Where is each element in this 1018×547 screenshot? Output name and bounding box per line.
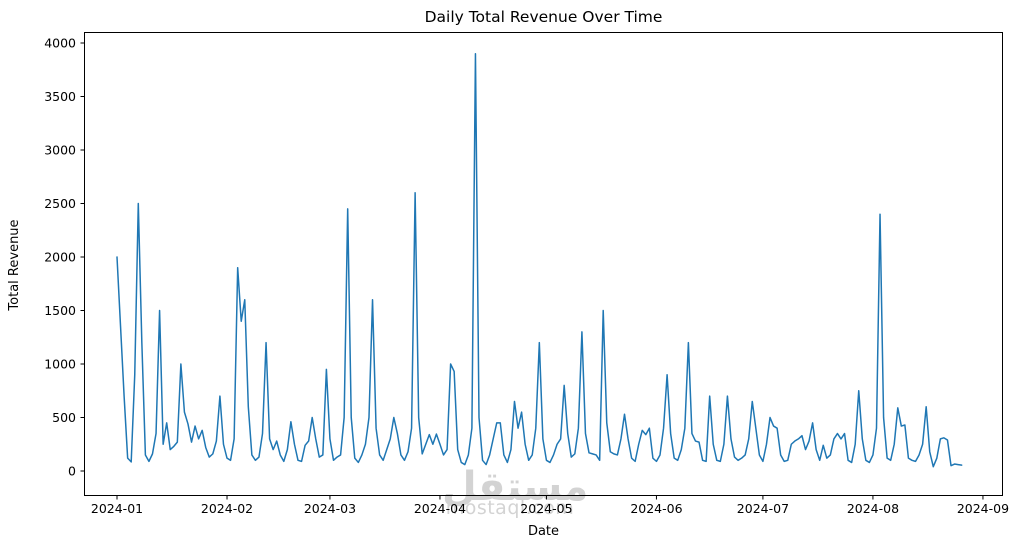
y-tick-label: 2000	[44, 250, 76, 265]
watermark: مستقل mostaql.com	[442, 464, 589, 519]
x-tick-label: 2024-06	[630, 501, 682, 516]
x-axis-label: Date	[527, 524, 560, 539]
x-tick-label: 2024-07	[737, 501, 789, 516]
x-tick-label: 2024-08	[847, 501, 899, 516]
watermark-arabic-logo: مستقل	[442, 464, 589, 510]
y-tick-label: 0	[68, 464, 76, 479]
revenue-line-series	[116, 52, 963, 468]
x-tick-label: 2024-09	[957, 501, 1009, 516]
x-tick-label: 2024-03	[304, 501, 356, 516]
y-tick-label: 1500	[44, 303, 76, 318]
y-tick-label: 3000	[44, 143, 76, 158]
x-tick-label: 2024-02	[201, 501, 253, 516]
y-tick-label: 500	[52, 410, 76, 425]
watermark-url: mostaql.com	[445, 497, 575, 519]
y-tick-label: 4000	[44, 36, 76, 51]
x-tick-label: 2024-05	[520, 501, 572, 516]
y-tick-label: 2500	[44, 196, 76, 211]
chart-title: Daily Total Revenue Over Time	[424, 8, 663, 26]
x-tick-label: 2024-01	[91, 501, 143, 516]
y-axis-label: Total Revenue	[7, 219, 22, 311]
y-tick-label: 3500	[44, 89, 76, 104]
y-tick-label: 1000	[44, 357, 76, 372]
x-tick-label: 2024-04	[414, 501, 466, 516]
